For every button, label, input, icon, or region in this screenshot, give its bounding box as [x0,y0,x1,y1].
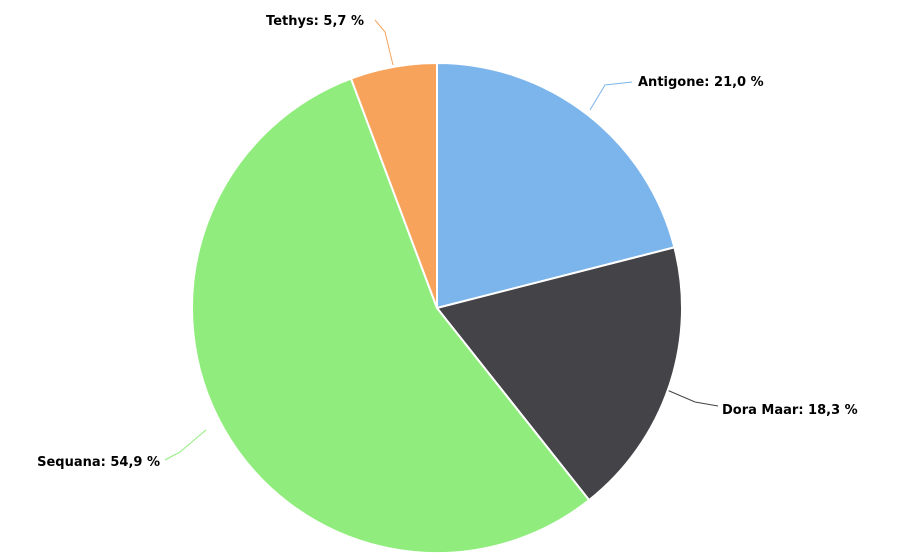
pie-slices [191,62,683,554]
label-connectors [164,19,719,461]
data-label-tethys: Tethys: 5,7 % [266,14,364,29]
pie-slice-antigone[interactable] [436,62,676,309]
data-label-dora-maar: Dora Maar: 18,3 % [722,403,858,418]
pie-slice-sequana[interactable] [191,77,591,554]
data-label-sequana: Sequana: 54,9 % [37,455,160,470]
connector-tethys [374,19,394,66]
pie-slice-tethys[interactable] [350,62,438,309]
data-label-antigone: Antigone: 21,0 % [638,75,764,90]
connector-dora-maar [666,389,719,407]
data-labels: Antigone: 21,0 % Dora Maar: 18,3 % Sequana… [37,14,858,470]
connector-sequana [164,429,207,461]
connector-antigone [589,81,633,111]
pie-slice-dora-maar[interactable] [436,246,683,502]
